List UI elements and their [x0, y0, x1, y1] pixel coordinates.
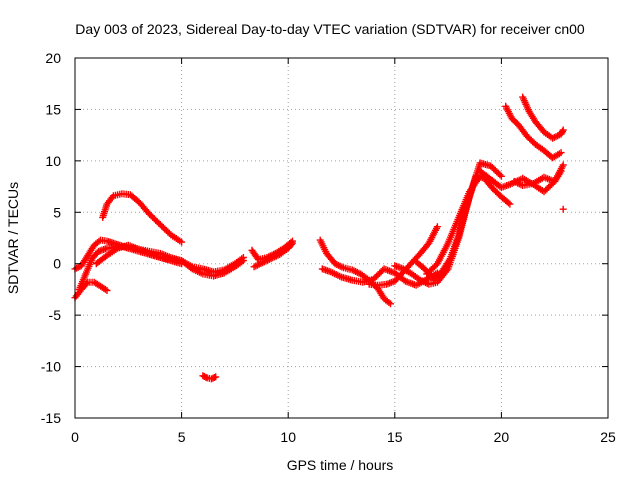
y-tick-label: -10 — [41, 359, 61, 375]
data-point — [385, 299, 393, 306]
x-tick-label: 10 — [280, 429, 296, 445]
y-axis-label: SDTVAR / TECUs — [5, 182, 21, 294]
data-point — [178, 260, 186, 268]
grid — [75, 58, 608, 418]
data-point — [73, 264, 81, 272]
series-arc-18 — [510, 167, 565, 189]
data-point — [178, 238, 186, 246]
y-tick-label: 20 — [45, 50, 61, 66]
data-point — [103, 287, 111, 294]
data-point — [289, 239, 296, 247]
data-point — [559, 205, 567, 213]
data-point — [212, 373, 220, 381]
y-tick-label: 15 — [45, 101, 61, 117]
y-tick-label: 10 — [45, 153, 61, 169]
series-arc-14 — [423, 172, 484, 278]
x-tick-label: 5 — [178, 429, 186, 445]
data-point — [559, 161, 567, 169]
data-point — [239, 257, 247, 265]
data-point — [505, 199, 512, 207]
chart-title: Day 003 of 2023, Sidereal Day-to-day VTE… — [75, 21, 585, 37]
data-point — [445, 256, 453, 264]
data-point — [557, 167, 565, 175]
axis-ticks: 0 5 10 15 20 25 -15 -10 -5 0 5 10 15 20 — [41, 50, 616, 445]
series-arc-17 — [519, 93, 567, 142]
x-tick-label: 20 — [494, 429, 510, 445]
data-point — [287, 240, 295, 248]
y-tick-label: 5 — [53, 204, 61, 220]
series-arc-6 — [199, 372, 220, 383]
data-point — [497, 172, 505, 180]
series-arc-16 — [502, 102, 565, 162]
x-tick-label: 0 — [71, 429, 79, 445]
x-axis-label: GPS time / hours — [287, 457, 394, 473]
data-point — [433, 223, 441, 231]
x-tick-label: 15 — [387, 429, 403, 445]
data-point — [74, 263, 82, 271]
data-point — [557, 149, 565, 157]
y-tick-label: -15 — [41, 410, 61, 426]
data-point — [101, 285, 109, 293]
y-tick-label: -5 — [49, 307, 62, 323]
data-points — [71, 93, 567, 383]
series-arc-4 — [99, 190, 186, 246]
x-tick-label: 25 — [600, 429, 616, 445]
data-point — [387, 300, 394, 308]
series-arc-8 — [250, 239, 296, 271]
series-arc-5 — [92, 241, 186, 268]
data-point — [506, 200, 514, 208]
series-arc-9 — [316, 236, 394, 308]
series-arc-1 — [71, 278, 111, 302]
series-arc-19 — [559, 205, 567, 213]
data-point — [496, 171, 504, 179]
y-tick-label: 0 — [53, 256, 61, 272]
data-point — [559, 126, 567, 134]
plot-frame — [74, 57, 609, 419]
